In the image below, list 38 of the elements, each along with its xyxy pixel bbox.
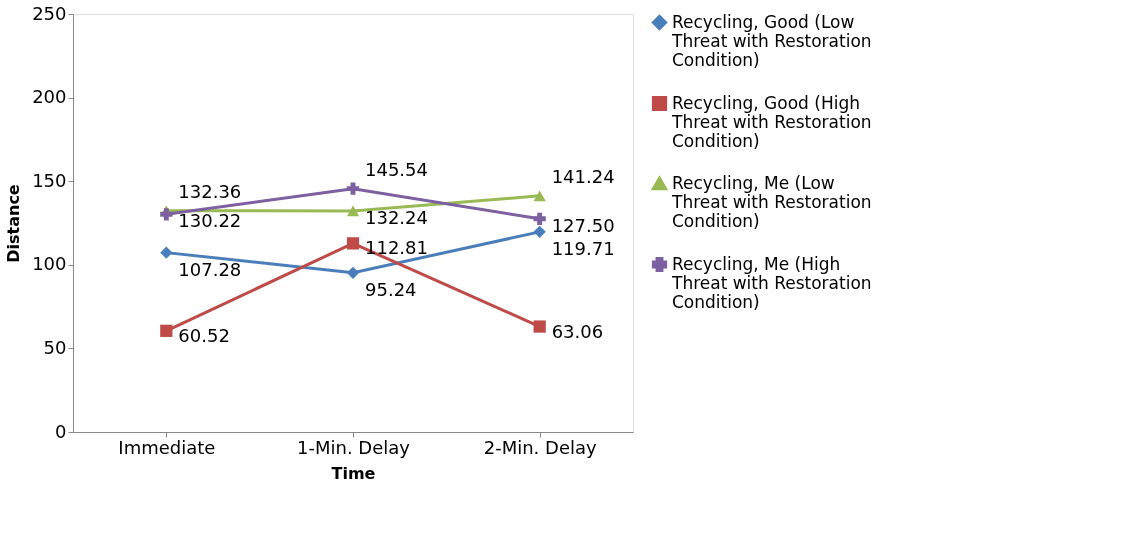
point <box>346 182 360 195</box>
data-label: 130.22 <box>178 210 242 232</box>
y-axis-title: Distance <box>4 184 24 263</box>
point <box>346 266 360 279</box>
point <box>160 324 173 337</box>
y-tick-label: 50 <box>43 336 67 358</box>
data-label: 127.50 <box>551 214 615 236</box>
point <box>160 246 173 259</box>
y-tick-label: 250 <box>32 2 67 24</box>
y-tick-label: 100 <box>32 253 67 275</box>
data-label: 107.28 <box>178 258 242 280</box>
point <box>533 190 546 202</box>
x-tick-label: Immediate <box>118 436 216 458</box>
x-tick-label: 1-Min. Delay <box>297 436 411 458</box>
y-tick-label: 150 <box>32 169 67 191</box>
point <box>346 205 360 217</box>
legend-label: Recycling, Me (High Threat with Restoration Condition) <box>671 253 872 312</box>
data-label: 145.54 <box>365 158 428 180</box>
data-label: 95.24 <box>365 278 417 300</box>
point <box>533 225 546 238</box>
legend-label: Recycling, Me (Low Threat with Restoration Condition) <box>671 172 872 231</box>
data-label: 112.81 <box>365 237 428 259</box>
data-label: 63.06 <box>551 320 604 342</box>
point <box>346 237 360 250</box>
data-label: 60.52 <box>178 324 230 346</box>
data-label: 119.71 <box>551 237 615 259</box>
data-label: 132.36 <box>178 180 242 202</box>
data-label: 132.24 <box>365 206 428 228</box>
point <box>160 208 173 221</box>
point <box>533 212 546 225</box>
x-tick-label: 2-Min. Delay <box>483 436 597 458</box>
legend-label: Recycling, Good (High Threat with Restoration Condition) <box>671 92 872 151</box>
data-label: 141.24 <box>551 165 615 187</box>
point <box>533 320 546 333</box>
y-tick-label: 200 <box>32 86 67 108</box>
y-tick-label: 0 <box>55 420 67 442</box>
x-axis-title: Time <box>331 463 376 483</box>
legend-label: Recycling, Good (Low Threat with Restoration Condition) <box>671 11 872 70</box>
